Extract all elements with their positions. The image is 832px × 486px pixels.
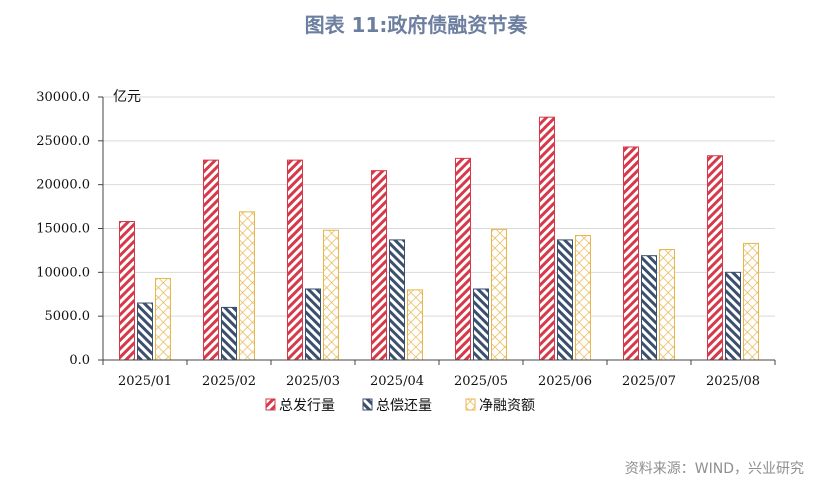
y-tick-label: 20000.0: [36, 178, 90, 193]
bar-issuance: [707, 155, 723, 361]
x-tick-label: 2025/03: [286, 374, 340, 389]
bar-repayment: [305, 288, 321, 361]
chart-title: 图表 11:政府债融资节奏: [304, 13, 528, 37]
bar-net-financing: [659, 249, 675, 361]
bar-issuance: [203, 159, 219, 361]
bar-net-financing: [491, 228, 507, 361]
y-tick-label: 25000.0: [36, 134, 90, 149]
x-tick-label: 2025/06: [538, 374, 592, 389]
bar-repayment: [221, 306, 237, 361]
bar-issuance: [623, 146, 639, 361]
x-tick-label: 2025/01: [118, 374, 172, 389]
y-tick-label: 10000.0: [36, 265, 90, 280]
y-tick-label: 5000.0: [45, 309, 91, 324]
bar-net-financing: [155, 277, 171, 361]
x-tick-label: 2025/08: [706, 374, 760, 389]
bar-repayment: [389, 239, 405, 361]
legend-label: 总偿还量: [376, 398, 432, 414]
bar-net-financing: [575, 235, 591, 361]
y-tick-label: 0.0: [69, 353, 90, 368]
x-tick-label: 2025/04: [370, 374, 424, 389]
y-tick-label: 15000.0: [36, 222, 90, 237]
bar-repayment: [557, 239, 573, 361]
bar-repayment: [725, 271, 741, 361]
y-axis-unit-label: 亿元: [113, 89, 141, 105]
bar-issuance: [371, 170, 387, 361]
x-tick-label: 2025/05: [454, 374, 508, 389]
bar-net-financing: [239, 211, 255, 361]
legend-label: 净融资额: [479, 398, 535, 414]
legend-swatch: [465, 398, 476, 411]
bar-repayment: [641, 255, 657, 361]
bar-issuance: [539, 116, 555, 361]
bar-repayment: [473, 288, 489, 361]
x-tick-label: 2025/02: [202, 374, 256, 389]
bar-net-financing: [743, 242, 759, 361]
bar-issuance: [455, 157, 471, 361]
legend-swatch: [265, 398, 276, 411]
bar-net-financing: [407, 289, 423, 361]
source-note: 资料来源：WIND，兴业研究: [624, 461, 804, 477]
x-tick-label: 2025/07: [622, 374, 676, 389]
legend-label: 总发行量: [279, 398, 335, 414]
bar-net-financing: [323, 229, 339, 361]
y-tick-label: 30000.0: [36, 90, 90, 105]
bar-repayment: [137, 302, 153, 361]
bar-issuance: [287, 159, 303, 361]
legend-swatch: [362, 398, 373, 411]
bar-issuance: [119, 220, 135, 361]
